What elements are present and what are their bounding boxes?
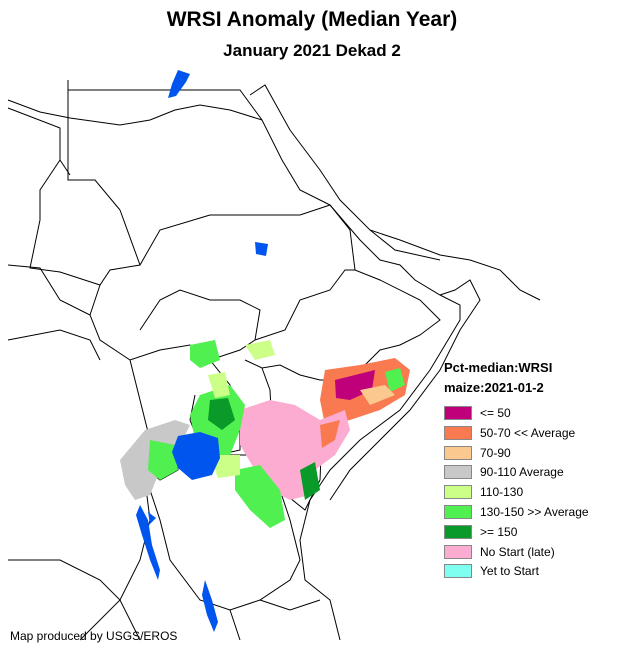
region-uganda-dark xyxy=(208,398,235,430)
lake-small xyxy=(148,512,156,524)
lake-tanganyika xyxy=(136,505,160,580)
legend-label: <= 50 xyxy=(480,406,511,420)
lake-victoria xyxy=(172,432,220,480)
legend-label: 50-70 << Average xyxy=(480,425,576,440)
region-ge-150 xyxy=(300,462,320,500)
region-rwanda xyxy=(148,440,178,480)
water-bodies xyxy=(136,70,268,632)
legend-label: >= 150 xyxy=(480,524,518,539)
legend-swatch xyxy=(444,485,472,500)
map-subtitle: January 2021 Dekad 2 xyxy=(223,41,401,60)
region-110-130 xyxy=(208,372,230,398)
region-south-sudan xyxy=(190,340,220,368)
map-title: WRSI Anomaly (Median Year) xyxy=(166,8,458,31)
region-ethiopia-lightgreen xyxy=(245,340,275,360)
legend-label: 90-110 Average xyxy=(480,465,564,480)
legend-swatch xyxy=(444,445,472,460)
legend-swatch xyxy=(444,524,472,539)
lake-malawi xyxy=(202,580,218,632)
legend-swatch xyxy=(444,505,472,519)
legend-label: 130-150 >> Average xyxy=(480,505,589,519)
legend-swatch xyxy=(444,425,472,440)
legend-swatch xyxy=(444,465,472,480)
legend-label: 110-130 xyxy=(480,485,524,500)
region-130-150 xyxy=(385,368,405,392)
legend-label: Yet to Start xyxy=(480,564,539,579)
legend-swatch xyxy=(444,544,472,559)
legend-swatch xyxy=(444,564,472,579)
legend-label: No Start (late) xyxy=(480,544,555,559)
region-tanzania xyxy=(235,465,285,528)
nile-delta-lake xyxy=(168,70,190,98)
region-70-90 xyxy=(360,385,395,405)
region-50-70-b xyxy=(320,420,340,448)
map-credit: Map produced by USGS/EROS xyxy=(10,629,178,643)
legend-swatch xyxy=(444,406,472,420)
lake-tana xyxy=(255,242,268,256)
anomaly-regions xyxy=(120,340,410,528)
legend-subtitle: maize:2021-01-2 xyxy=(444,380,544,395)
legend-title: Pct-median:WRSI xyxy=(444,360,553,375)
legend-label: 70-90 xyxy=(480,445,511,460)
legend: Pct-median:WRSI maize:2021-01-2 <= 50 50-… xyxy=(444,358,624,579)
